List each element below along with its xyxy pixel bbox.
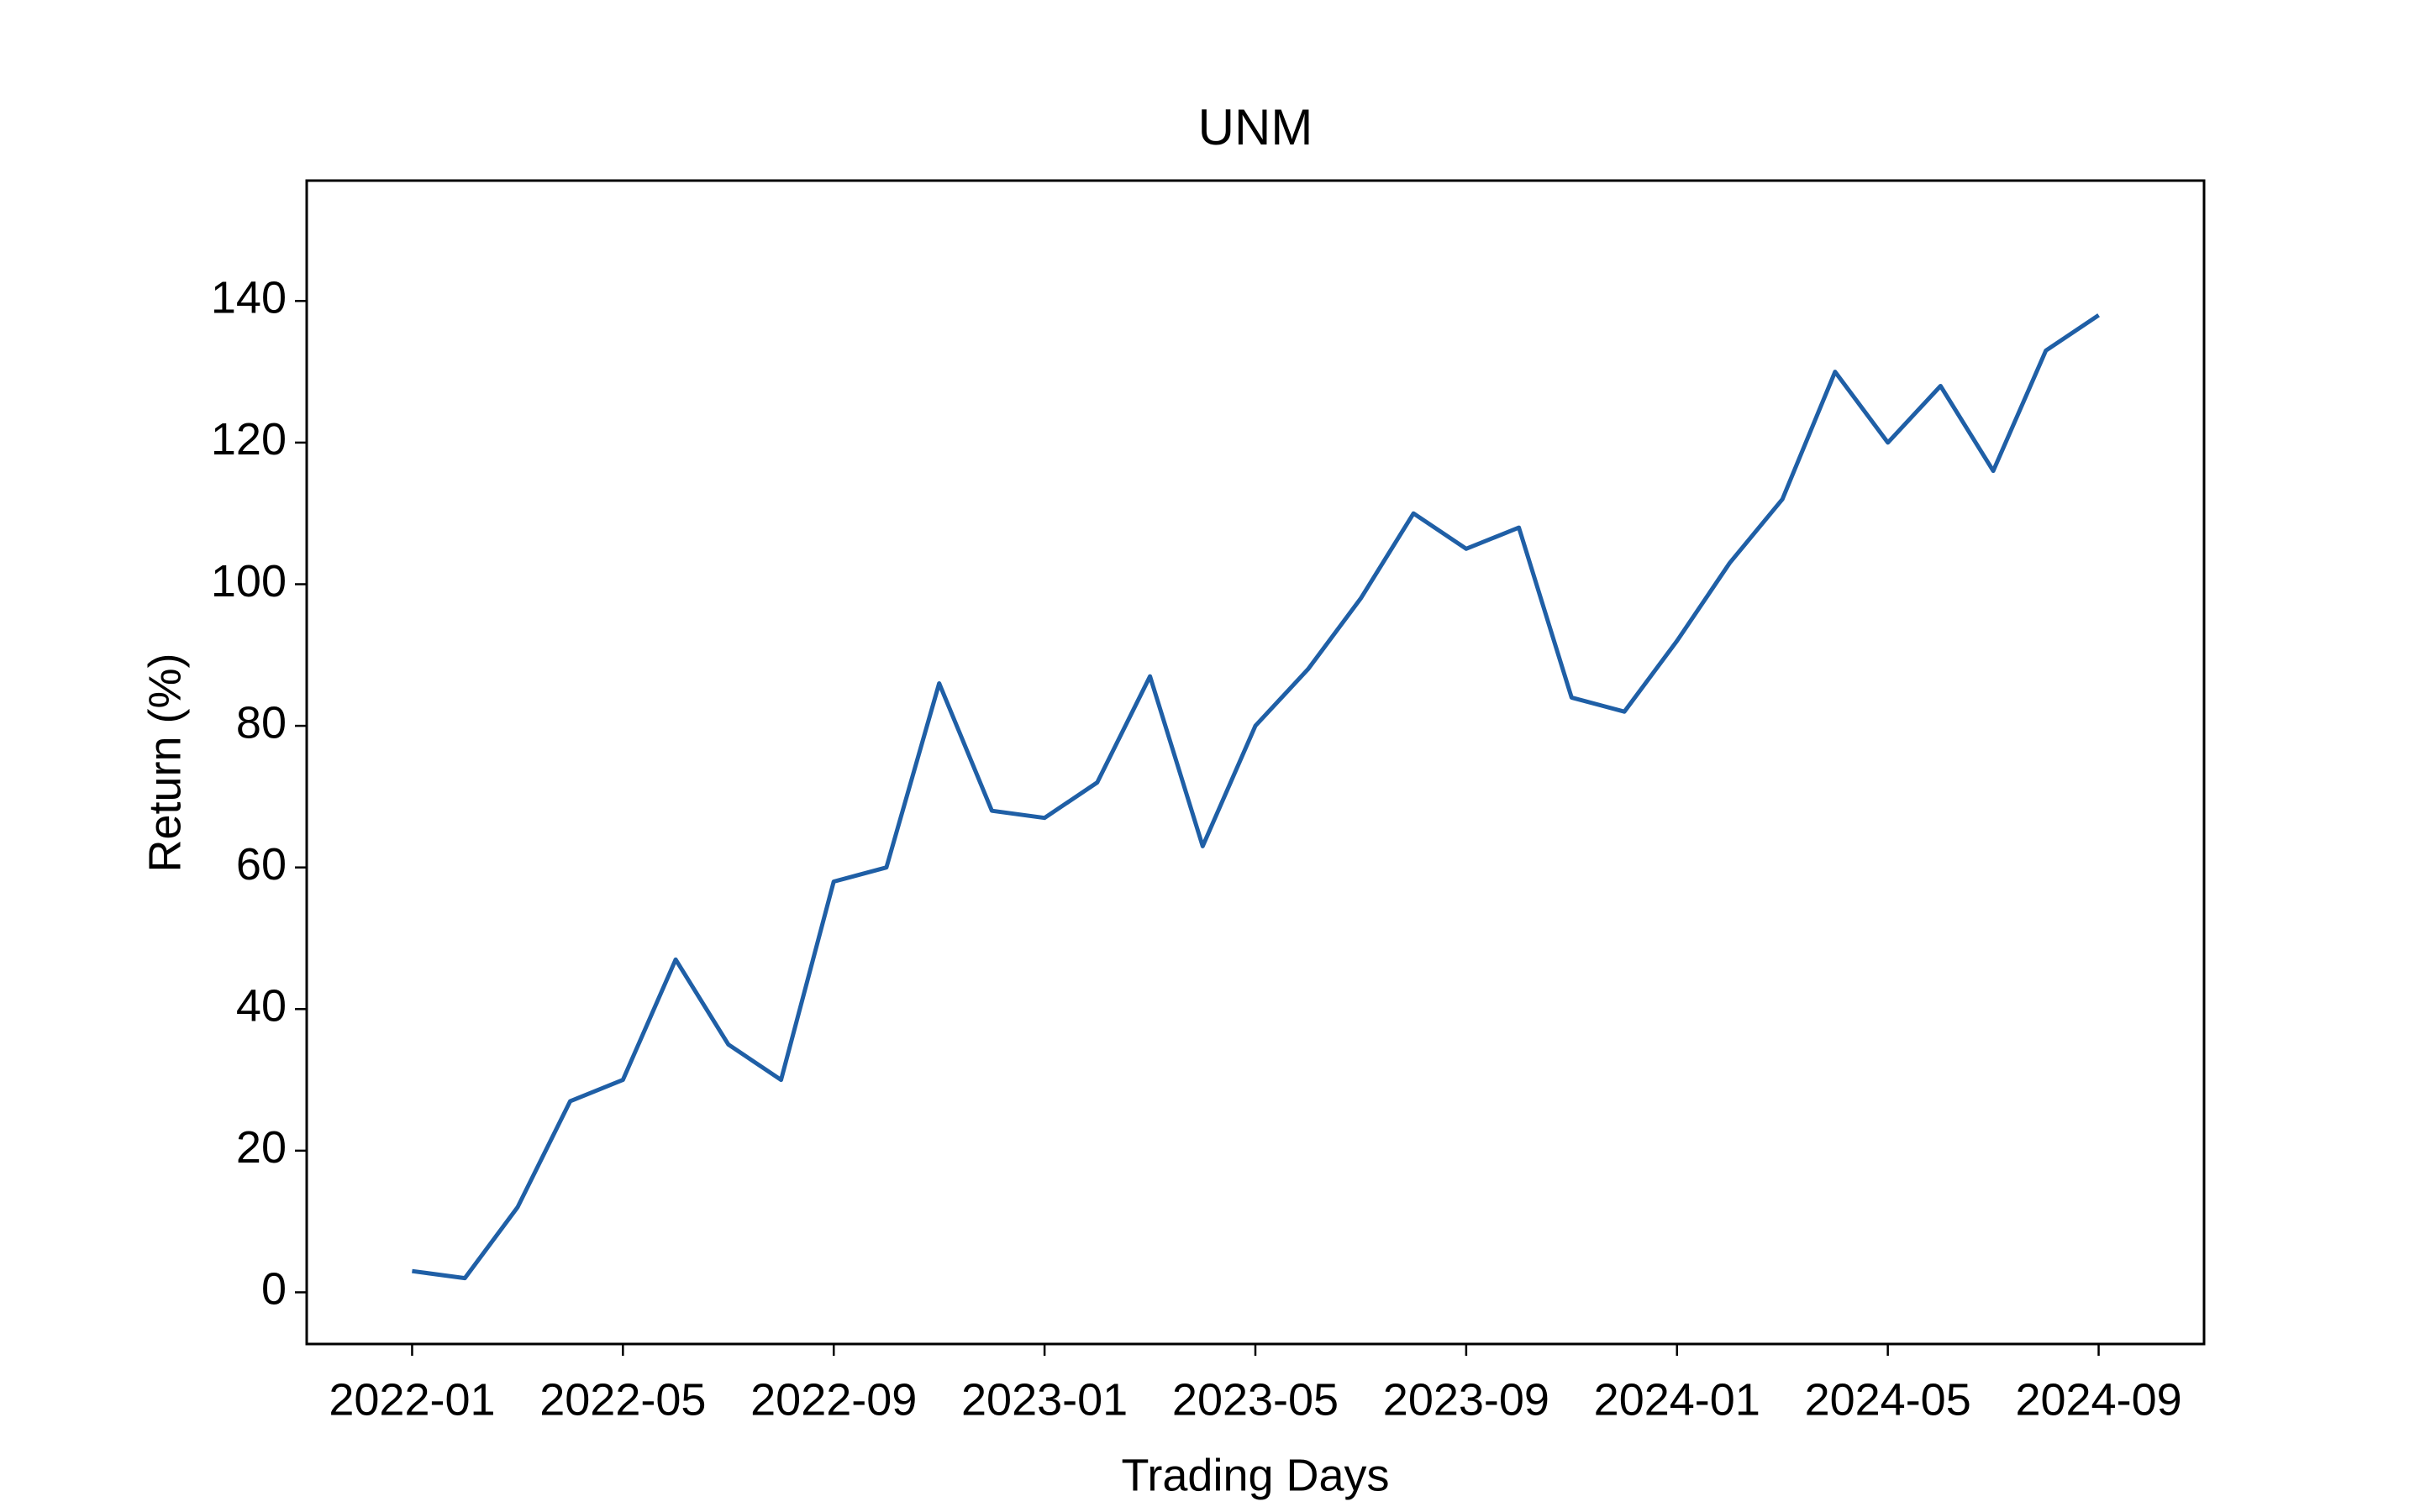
- x-axis-label: Trading Days: [1121, 1450, 1389, 1500]
- x-tick-label: 2022-09: [750, 1374, 917, 1425]
- x-tick-label: 2022-05: [539, 1374, 706, 1425]
- y-axis-label: Return (%): [139, 653, 190, 872]
- y-tick-label: 140: [211, 273, 287, 323]
- y-tick-label: 80: [236, 697, 287, 748]
- x-tick-label: 2024-09: [2015, 1374, 2181, 1425]
- y-tick-label: 0: [261, 1264, 287, 1315]
- x-tick-label: 2023-05: [1172, 1374, 1339, 1425]
- y-tick-label: 100: [211, 556, 287, 606]
- y-tick-label: 20: [236, 1122, 287, 1173]
- x-tick-label: 2024-01: [1594, 1374, 1760, 1425]
- data-line: [412, 313, 2100, 1281]
- x-tick-label: 2024-05: [1805, 1374, 1971, 1425]
- y-tick-label: 60: [236, 839, 287, 890]
- x-tick-label: 2022-01: [329, 1374, 495, 1425]
- chart-title: UNM: [1198, 99, 1313, 155]
- plot-frame: [305, 179, 2206, 1346]
- y-tick-label: 40: [236, 981, 287, 1032]
- x-tick-label: 2023-09: [1383, 1374, 1549, 1425]
- x-tick-label: 2023-01: [961, 1374, 1128, 1425]
- y-tick-label: 120: [211, 414, 287, 465]
